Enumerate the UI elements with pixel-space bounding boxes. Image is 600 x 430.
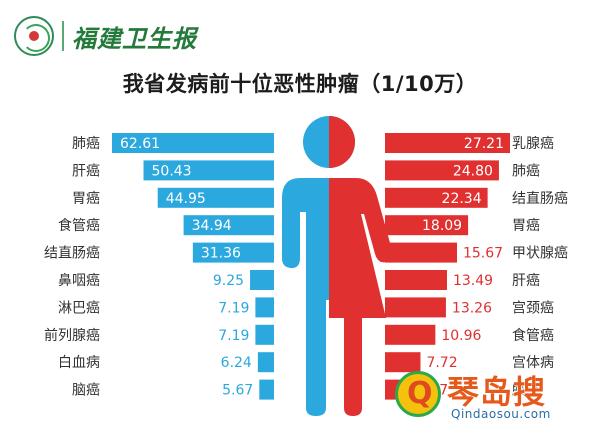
category-label-right: 甲状腺癌 <box>512 246 568 262</box>
category-label-left: 白血病 <box>58 355 100 371</box>
data-label-left: 62.61 <box>120 136 160 152</box>
bar-left <box>183 215 274 236</box>
bar-right <box>385 270 447 290</box>
category-label-left: 鼻咽癌 <box>58 272 100 289</box>
q-logo-icon <box>395 371 441 417</box>
bar-right <box>385 160 499 181</box>
category-label-left: 淋巴癌 <box>58 300 100 316</box>
data-label-left: 7.19 <box>218 328 249 344</box>
data-label-right: 10.96 <box>441 328 481 344</box>
bar-right <box>385 187 488 208</box>
bar-right <box>385 324 436 345</box>
bar-right <box>385 133 510 153</box>
data-label-right: 13.26 <box>452 300 492 316</box>
figure-body-male <box>282 178 329 416</box>
bar-left <box>250 270 274 290</box>
category-label-right: 脑癌 <box>512 383 540 399</box>
category-label-right: 宫颈癌 <box>512 300 554 316</box>
bar-right <box>385 352 421 373</box>
watermark: 琴岛搜 Qindaosou.com <box>395 365 595 425</box>
bar-right <box>385 215 469 236</box>
data-label-left: 5.67 <box>222 383 253 399</box>
category-label-right: 食管癌 <box>512 327 554 344</box>
data-label-left: 6.24 <box>221 355 252 371</box>
figure-head-right <box>329 116 355 168</box>
data-label-right: 13.49 <box>453 273 493 289</box>
data-label-left: 31.36 <box>201 246 241 262</box>
chart-title: 我省发病前十位恶性肿瘤（1/10万） <box>122 72 478 96</box>
category-label-left: 胃癌 <box>72 191 100 207</box>
category-label-right: 肺癌 <box>512 163 540 179</box>
category-label-left: 食管癌 <box>58 217 100 234</box>
category-label-right: 结直肠癌 <box>512 190 568 207</box>
bar-left <box>143 160 274 181</box>
data-label-right: 24.80 <box>453 163 493 179</box>
data-label-left: 9.25 <box>213 273 244 289</box>
bar-left <box>157 187 274 208</box>
category-label-left: 前列腺癌 <box>44 327 100 344</box>
category-label-right: 乳腺癌 <box>512 136 554 152</box>
data-label-right: 7.72 <box>426 355 457 371</box>
data-label-right: 27.21 <box>464 136 504 152</box>
figure-body-female <box>329 178 393 416</box>
divider <box>62 21 64 51</box>
header: 福建卫生报 <box>14 12 197 60</box>
bar-left <box>255 324 274 345</box>
watermark-text: 琴岛搜 <box>447 373 547 411</box>
category-label-right: 肝癌 <box>512 273 540 289</box>
data-label-left: 34.94 <box>192 218 232 234</box>
data-label-right: 15.67 <box>463 246 503 262</box>
watermark-url: Qindaosou.com <box>451 407 551 421</box>
health-emblem-icon <box>14 16 54 56</box>
bar-right <box>385 297 446 318</box>
category-label-left: 脑癌 <box>72 383 100 399</box>
data-label-left: 44.95 <box>166 191 206 207</box>
data-label-right: 22.34 <box>442 191 482 207</box>
category-label-right: 胃癌 <box>512 218 540 234</box>
bar-left <box>257 352 274 373</box>
category-label-left: 肺癌 <box>72 136 100 152</box>
bar-left <box>255 297 274 318</box>
bar-left <box>259 379 274 400</box>
category-label-right: 宫体病 <box>512 355 554 371</box>
bar-left <box>192 242 274 263</box>
data-label-left: 7.19 <box>218 300 249 316</box>
bar-left <box>112 133 274 153</box>
data-label-right: 18.09 <box>422 218 462 234</box>
bar-right <box>385 242 457 263</box>
category-label-left: 结直肠癌 <box>44 245 100 262</box>
category-label-left: 肝癌 <box>72 163 100 179</box>
brand-name: 福建卫生报 <box>72 23 197 53</box>
data-label-left: 50.43 <box>152 163 192 179</box>
